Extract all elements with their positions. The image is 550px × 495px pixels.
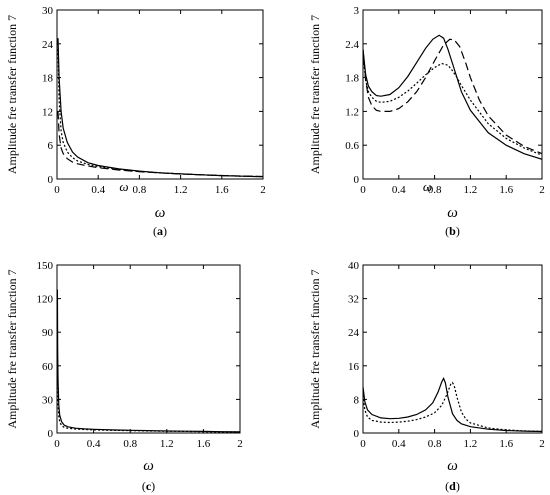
x-tick-label: 0.4: [87, 438, 101, 450]
y-tick-label: 12: [42, 106, 53, 118]
y-axis-label: Amplitude fre transfer function 7: [308, 269, 322, 428]
series-group: [57, 38, 263, 178]
series-line-solid: [57, 289, 240, 433]
x-axis-label: ω: [143, 458, 154, 474]
chart-panel-c: 0 0.4 0.8 1.2 1.6 2 0 30 60 90 120 150 Amplitude fre…: [5, 260, 243, 493]
x-tick-label: 0: [360, 438, 366, 450]
x-tick-label: 1.2: [160, 438, 174, 450]
x-tick-label: 1.2: [464, 438, 478, 450]
x-tick-label: 0.8: [133, 184, 147, 196]
series-line-solid: [363, 34, 542, 160]
x-tick-label: 1.6: [197, 438, 211, 450]
panel-label: (a): [153, 224, 167, 238]
omega-annotation: ω: [423, 179, 432, 194]
series-line-solid: [57, 38, 263, 178]
x-tick-label: 0.8: [428, 438, 442, 450]
x-tick-label: 2: [539, 438, 545, 450]
x-tick-label: 1.6: [499, 438, 513, 450]
series-line-solid: [363, 376, 542, 433]
series-line-dotted: [57, 343, 240, 433]
chart-panel-a: 0 0.4 0.8 1.2 1.6 2 0 6 12 18 24 30 Amplitude fre tr…: [5, 5, 266, 238]
y-tick-label: 0: [354, 428, 360, 440]
x-tick-label: 0.8: [123, 438, 137, 450]
y-tick-label: 1.2: [345, 106, 359, 118]
y-tick-label: 40: [348, 260, 360, 272]
plot-frame: [362, 9, 543, 180]
y-tick-label: 8: [354, 394, 360, 406]
x-tick-label: 1.6: [499, 184, 513, 196]
y-tick-label: 0: [48, 174, 54, 186]
panel-label: (b): [445, 224, 460, 238]
panel-label: (d): [445, 479, 460, 493]
x-tick-label: 1.6: [215, 184, 229, 196]
y-tick-label: 24: [348, 327, 360, 339]
y-tick-label: 120: [37, 294, 54, 306]
y-tick-label: 0: [354, 174, 360, 186]
y-tick-label: 60: [42, 361, 54, 373]
series-line-dashed: [363, 38, 542, 155]
y-tick-label: 30: [42, 394, 54, 406]
plot-frame: [362, 264, 543, 434]
x-tick-label: 2: [539, 184, 545, 196]
y-axis-label: Amplitude fre transfer function 7: [308, 15, 322, 174]
series-line-dotted: [363, 55, 542, 156]
x-axis-label: ω: [447, 458, 458, 474]
x-tick-label: 0.4: [91, 184, 105, 196]
panel-label: (c): [142, 479, 155, 493]
x-axis-label: ω: [447, 205, 458, 221]
x-tick-label: 0.4: [392, 184, 406, 196]
y-tick-label: 150: [37, 260, 54, 272]
series-group: [57, 289, 240, 433]
omega-annotation: ω: [119, 179, 128, 194]
y-tick-label: 90: [42, 327, 54, 339]
y-tick-label: 0: [48, 428, 54, 440]
x-tick-label: 2: [237, 438, 243, 450]
y-tick-label: 6: [48, 140, 54, 152]
series-group: [363, 376, 542, 433]
chart-panel-d: 0 0.4 0.8 1.2 1.6 2 0 8 16 24 32 40 Amplitude fre tr…: [308, 260, 545, 493]
x-tick-label: 0: [54, 438, 60, 450]
y-tick-label: 0.6: [345, 140, 359, 152]
x-tick-label: 0: [360, 184, 366, 196]
plot-frame: [56, 264, 241, 434]
series-line-dashed: [57, 111, 263, 178]
y-axis-label: Amplitude fre transfer function 7: [5, 269, 19, 428]
x-tick-label: 2: [260, 184, 266, 196]
y-axis-label: Amplitude fre transfer function 7: [5, 15, 19, 174]
x-tick-label: 0.8: [428, 184, 442, 196]
chart-panel-b: 0 0.4 0.8 1.2 1.6 2 0 0.6 1.2 1.8 2.4 3 Amplitude fr…: [308, 5, 545, 238]
y-tick-label: 30: [42, 5, 54, 17]
x-tick-label: 1.2: [174, 184, 188, 196]
x-axis-label: ω: [155, 205, 166, 221]
x-tick-label: 0: [54, 184, 60, 196]
y-tick-label: 3: [354, 5, 360, 17]
y-tick-label: 32: [348, 294, 359, 306]
series-line-dotted: [57, 49, 263, 178]
y-tick-label: 1.8: [345, 73, 359, 85]
y-tick-label: 24: [42, 39, 54, 51]
plot-frame: [56, 9, 264, 180]
x-tick-label: 1.2: [464, 184, 478, 196]
series-group: [363, 34, 542, 160]
y-tick-label: 16: [348, 361, 360, 373]
y-tick-label: 18: [42, 73, 54, 85]
x-tick-label: 0.4: [392, 438, 406, 450]
y-tick-label: 2.4: [345, 39, 359, 51]
series-line-dotted: [363, 381, 542, 432]
